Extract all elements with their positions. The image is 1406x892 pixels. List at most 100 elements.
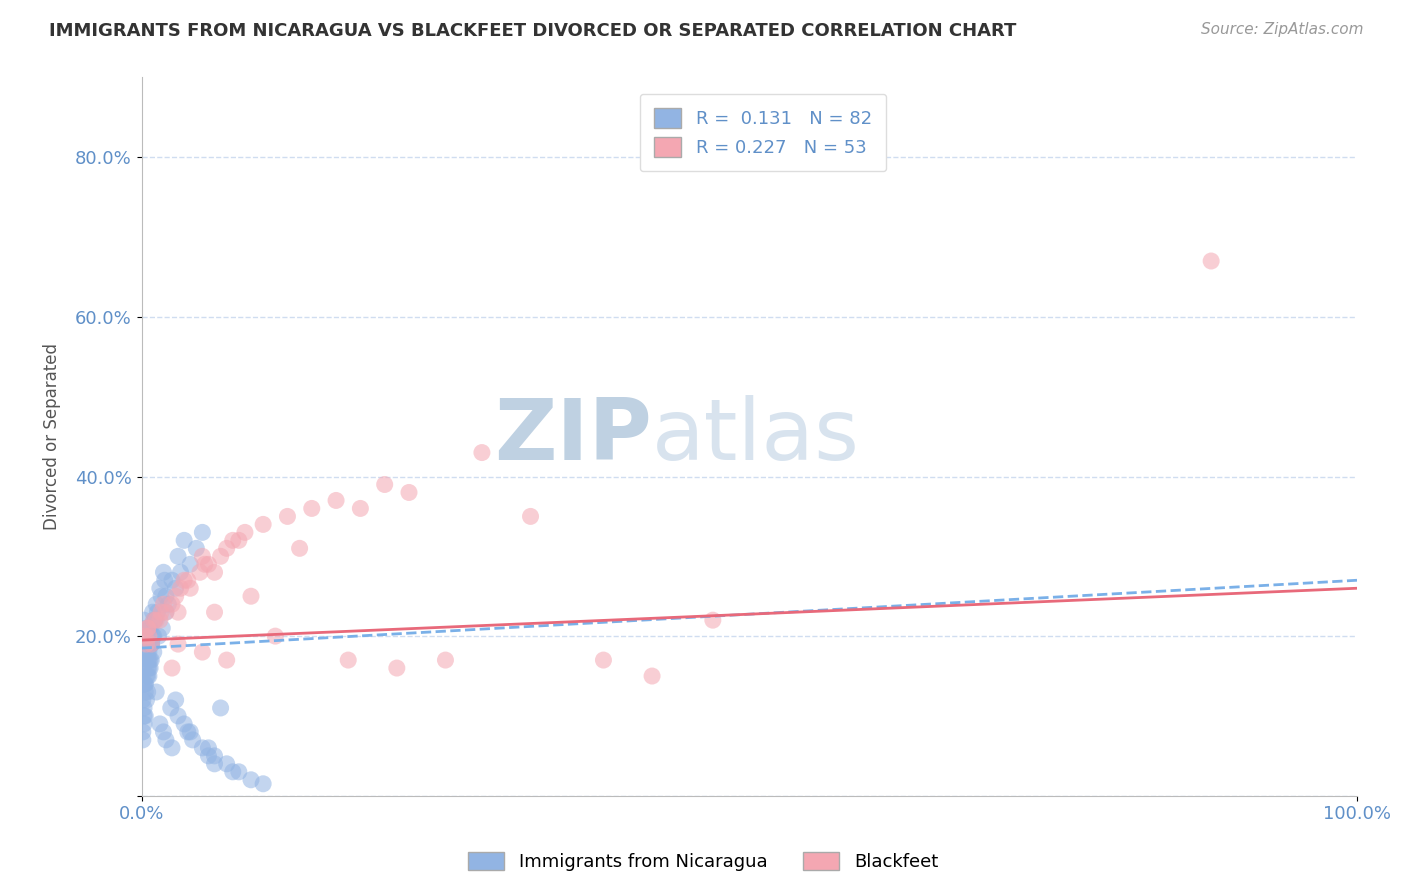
Point	[132, 725, 155, 739]
Point	[325, 493, 347, 508]
Point	[139, 653, 162, 667]
Point	[134, 677, 156, 691]
Point	[155, 605, 177, 619]
Point	[160, 661, 183, 675]
Point	[264, 629, 287, 643]
Point	[155, 732, 177, 747]
Point	[209, 549, 232, 564]
Point	[385, 661, 408, 675]
Point	[135, 629, 157, 643]
Point	[177, 725, 200, 739]
Point	[141, 637, 163, 651]
Point	[141, 637, 163, 651]
Point	[134, 645, 156, 659]
Point	[398, 485, 420, 500]
Y-axis label: Divorced or Separated: Divorced or Separated	[44, 343, 60, 530]
Point	[132, 709, 155, 723]
Point	[349, 501, 371, 516]
Point	[702, 613, 724, 627]
Point	[138, 661, 160, 675]
Point	[276, 509, 298, 524]
Point	[233, 525, 256, 540]
Point	[136, 661, 159, 675]
Point	[240, 772, 263, 787]
Point	[132, 701, 155, 715]
Point	[167, 709, 190, 723]
Point	[136, 669, 159, 683]
Point	[181, 732, 204, 747]
Point	[167, 605, 190, 619]
Point	[139, 621, 162, 635]
Point	[135, 693, 157, 707]
Point	[157, 597, 180, 611]
Point	[159, 701, 181, 715]
Point	[167, 637, 190, 651]
Point	[134, 709, 156, 723]
Point	[135, 621, 157, 635]
Point	[228, 533, 250, 548]
Point	[215, 541, 238, 556]
Point	[228, 764, 250, 779]
Point	[194, 558, 217, 572]
Point	[179, 558, 201, 572]
Point	[150, 621, 173, 635]
Point	[641, 669, 664, 683]
Point	[252, 777, 274, 791]
Point	[142, 629, 165, 643]
Point	[188, 566, 211, 580]
Point	[215, 653, 238, 667]
Point	[135, 669, 157, 683]
Point	[148, 629, 170, 643]
Point	[141, 629, 163, 643]
Point	[204, 605, 226, 619]
Point	[149, 581, 172, 595]
Point	[177, 574, 200, 588]
Point	[215, 756, 238, 771]
Point	[138, 629, 160, 643]
Point	[136, 621, 159, 635]
Point	[132, 677, 155, 691]
Point	[197, 748, 219, 763]
Point	[519, 509, 541, 524]
Point	[134, 685, 156, 699]
Text: Source: ZipAtlas.com: Source: ZipAtlas.com	[1201, 22, 1364, 37]
Point	[143, 613, 166, 627]
Point	[141, 653, 163, 667]
Point	[153, 574, 176, 588]
Point	[222, 533, 245, 548]
Point	[191, 740, 214, 755]
Point	[222, 764, 245, 779]
Point	[592, 653, 614, 667]
Point	[132, 693, 155, 707]
Point	[142, 613, 165, 627]
Point	[149, 613, 172, 627]
Point	[471, 445, 494, 459]
Point	[136, 621, 159, 635]
Point	[167, 549, 190, 564]
Point	[135, 637, 157, 651]
Legend: R =  0.131   N = 82, R = 0.227   N = 53: R = 0.131 N = 82, R = 0.227 N = 53	[640, 94, 886, 171]
Point	[132, 717, 155, 731]
Point	[240, 589, 263, 603]
Point	[204, 566, 226, 580]
Point	[173, 533, 195, 548]
Point	[186, 541, 208, 556]
Point	[155, 589, 177, 603]
Legend: Immigrants from Nicaragua, Blackfeet: Immigrants from Nicaragua, Blackfeet	[461, 845, 945, 879]
Point	[136, 685, 159, 699]
Point	[337, 653, 360, 667]
Point	[288, 541, 311, 556]
Point	[165, 693, 187, 707]
Point	[191, 525, 214, 540]
Point	[160, 574, 183, 588]
Point	[301, 501, 323, 516]
Point	[169, 566, 191, 580]
Point	[132, 613, 155, 627]
Point	[191, 645, 214, 659]
Point	[142, 613, 165, 627]
Point	[146, 605, 169, 619]
Point	[134, 677, 156, 691]
Point	[138, 645, 160, 659]
Point	[141, 637, 163, 651]
Point	[155, 605, 177, 619]
